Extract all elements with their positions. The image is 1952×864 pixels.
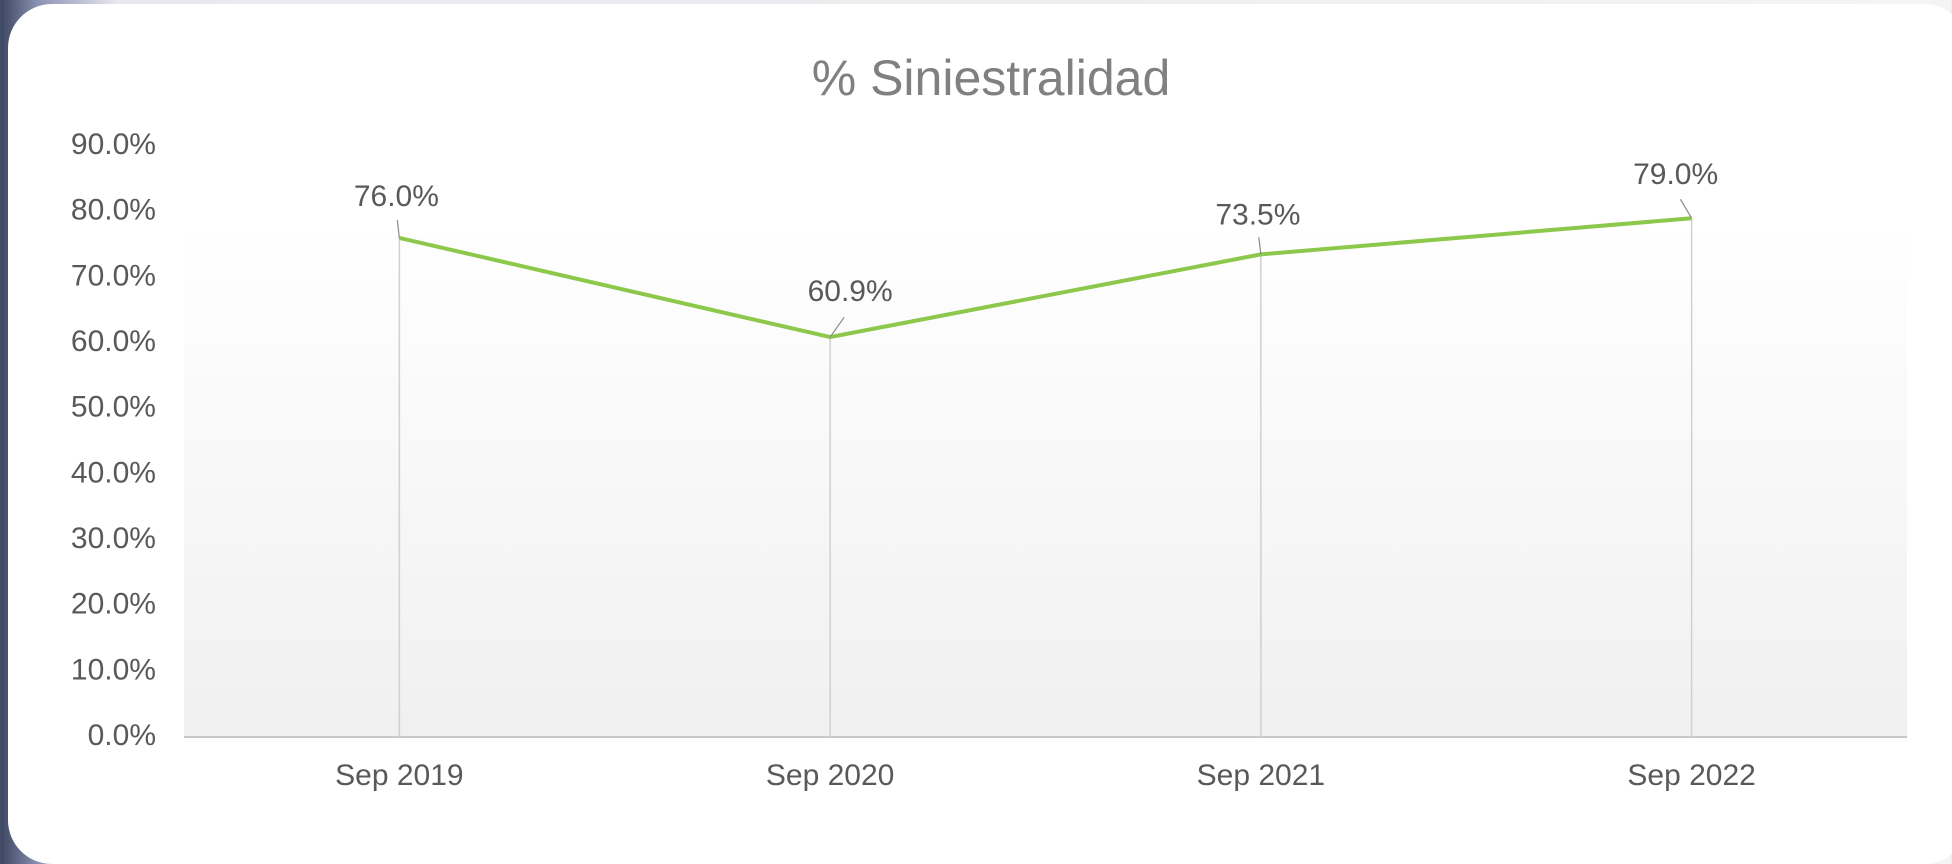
y-tick-label: 60.0% xyxy=(71,325,156,358)
leader-line xyxy=(396,219,400,239)
x-tick-label: Sep 2019 xyxy=(335,759,463,792)
chart-title: % Siniestralidad xyxy=(812,50,1171,106)
data-label: 79.0% xyxy=(1633,158,1718,191)
page: {"chart_data": {"type": "line", "title":… xyxy=(0,0,1952,836)
x-tick-label: Sep 2022 xyxy=(1627,759,1755,792)
plot-area xyxy=(184,222,1907,737)
y-tick-label: 80.0% xyxy=(71,194,156,227)
x-tick-label: Sep 2021 xyxy=(1197,759,1325,792)
chart: % Siniestralidad 0.0% 10.0% 20.0% 30.0% 40.0… xyxy=(71,50,1907,792)
y-tick-label: 10.0% xyxy=(71,653,156,686)
y-tick-label: 20.0% xyxy=(71,588,156,621)
leader-line xyxy=(1679,199,1693,219)
y-tick-label: 70.0% xyxy=(71,259,156,292)
data-label: 73.5% xyxy=(1215,198,1300,231)
x-tick-label: Sep 2020 xyxy=(766,759,894,792)
leader-line xyxy=(1258,237,1262,255)
y-tick-label: 90.0% xyxy=(71,128,156,161)
data-label: 60.9% xyxy=(808,275,893,308)
y-tick-label: 40.0% xyxy=(71,456,156,489)
data-label: 76.0% xyxy=(354,180,439,213)
y-tick-label: 30.0% xyxy=(71,522,156,555)
leader-line xyxy=(829,316,845,338)
series-line xyxy=(398,216,1692,340)
y-tick-label: 50.0% xyxy=(71,391,156,424)
y-tick-label: 0.0% xyxy=(88,719,156,752)
